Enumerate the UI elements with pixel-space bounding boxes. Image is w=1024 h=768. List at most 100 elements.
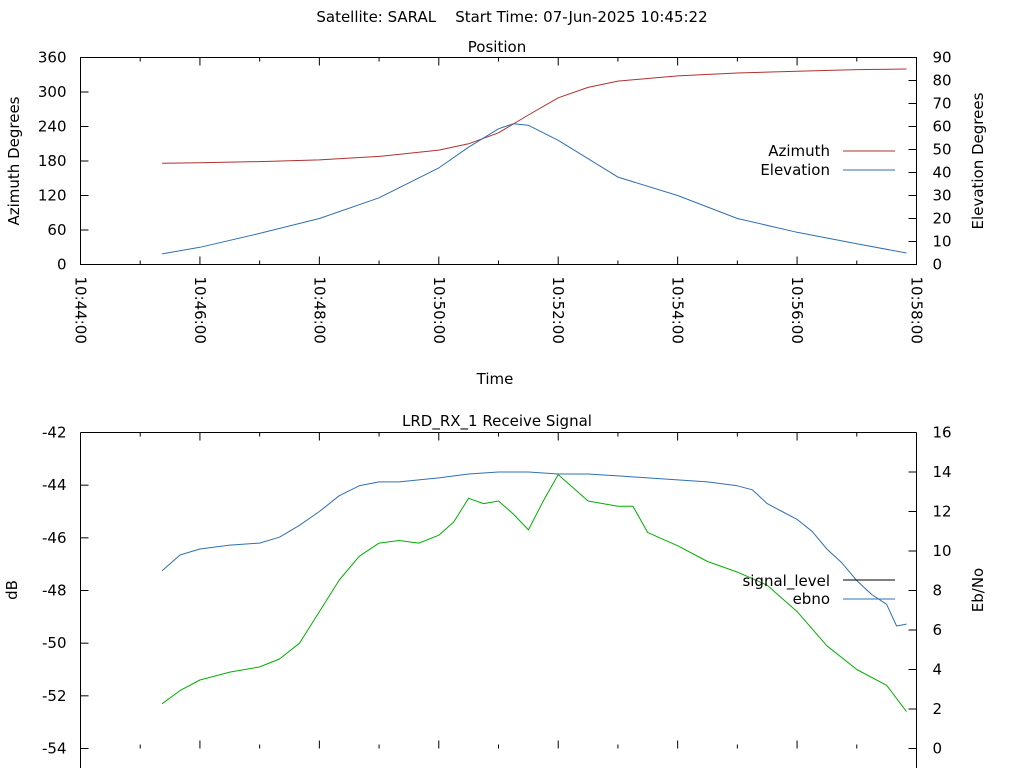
start-time-label: Start Time: 07-Jun-2025 10:45:22 bbox=[455, 8, 708, 26]
data-point-azimuth bbox=[258, 160, 260, 162]
y-tick-label: 60 bbox=[47, 221, 66, 239]
data-point-signal-level bbox=[438, 534, 440, 536]
data-point-ebno bbox=[497, 471, 499, 473]
y-tick-label: 300 bbox=[38, 83, 67, 101]
data-point-signal-level bbox=[453, 521, 455, 523]
x-tick-label: 10:44:00 bbox=[72, 277, 90, 344]
data-point-signal-level bbox=[632, 505, 634, 507]
data-point-ebno bbox=[736, 485, 738, 487]
data-point-ebno bbox=[706, 481, 708, 483]
y2-tick-label: 0 bbox=[933, 740, 943, 758]
x-tick-label: 10:52:00 bbox=[549, 277, 567, 344]
data-point-signal-level bbox=[587, 500, 589, 502]
data-point-signal-level bbox=[512, 513, 514, 515]
data-point-elevation bbox=[587, 158, 589, 160]
data-point-azimuth bbox=[527, 114, 529, 116]
data-point-signal-level bbox=[179, 689, 181, 691]
y2-tick-label: 80 bbox=[933, 72, 952, 90]
data-point-azimuth bbox=[318, 159, 320, 161]
y2-tick-label: 60 bbox=[933, 118, 952, 136]
data-point-ebno bbox=[751, 489, 753, 491]
data-point-azimuth bbox=[587, 86, 589, 88]
data-point-ebno bbox=[885, 603, 887, 605]
series-line-elevation bbox=[162, 123, 907, 255]
y-tick-label: -44 bbox=[42, 476, 67, 494]
data-point-signal-level bbox=[856, 668, 858, 670]
data-point-ebno bbox=[905, 623, 907, 625]
data-point-ebno bbox=[179, 554, 181, 556]
data-point-ebno bbox=[826, 548, 828, 550]
y-tick-label: -52 bbox=[42, 687, 67, 705]
data-point-azimuth bbox=[467, 143, 469, 145]
data-point-signal-level bbox=[826, 645, 828, 647]
data-point-ebno bbox=[467, 473, 469, 475]
y2-tick-label: 30 bbox=[933, 187, 952, 205]
y-tick-label: -48 bbox=[42, 582, 67, 600]
y2-tick-label: 0 bbox=[933, 256, 943, 274]
data-point-ebno bbox=[617, 475, 619, 477]
receive-chart-title: LRD_RX_1 Receive Signal bbox=[402, 412, 592, 431]
data-point-signal-level bbox=[378, 542, 380, 544]
receive-y2-label: Eb/No bbox=[969, 568, 987, 612]
data-point-azimuth bbox=[905, 68, 907, 70]
data-point-azimuth bbox=[438, 149, 440, 151]
y2-tick-label: 12 bbox=[933, 503, 952, 521]
data-point-ebno bbox=[229, 544, 231, 546]
y2-tick-label: 10 bbox=[933, 542, 952, 560]
data-point-ebno bbox=[676, 479, 678, 481]
data-point-signal-level bbox=[542, 500, 544, 502]
data-point-signal-level bbox=[161, 703, 163, 705]
data-point-azimuth bbox=[557, 97, 559, 99]
data-point-azimuth bbox=[378, 155, 380, 157]
y2-tick-label: 6 bbox=[933, 621, 943, 639]
data-point-signal-level bbox=[796, 610, 798, 612]
data-point-ebno bbox=[557, 473, 559, 475]
position-chart-title: Position bbox=[468, 38, 526, 56]
data-point-ebno bbox=[587, 473, 589, 475]
data-point-elevation bbox=[497, 128, 499, 130]
x-tick-label: 10:48:00 bbox=[310, 277, 328, 344]
data-point-ebno bbox=[811, 530, 813, 532]
data-point-elevation bbox=[258, 232, 260, 234]
position-chart: Position Azimuth Degrees Elevation Degre… bbox=[5, 38, 987, 388]
data-point-elevation bbox=[676, 194, 678, 196]
data-point-signal-level bbox=[617, 505, 619, 507]
position-y-label: Azimuth Degrees bbox=[5, 96, 23, 225]
data-point-azimuth bbox=[497, 132, 499, 134]
position-y2-label: Elevation Degrees bbox=[969, 92, 987, 229]
y2-tick-label: 50 bbox=[933, 141, 952, 159]
receive-y-label: dB bbox=[3, 580, 21, 600]
data-point-ebno bbox=[378, 481, 380, 483]
data-point-elevation bbox=[796, 231, 798, 233]
data-point-ebno bbox=[527, 471, 529, 473]
legend-signal-level-label: signal_level bbox=[742, 572, 830, 591]
data-point-ebno bbox=[278, 536, 280, 538]
data-point-signal-level bbox=[497, 500, 499, 502]
y2-tick-label: 90 bbox=[933, 49, 952, 67]
data-point-ebno bbox=[338, 495, 340, 497]
data-point-elevation bbox=[161, 253, 163, 255]
legend-ebno-label: ebno bbox=[793, 590, 830, 608]
data-point-signal-level bbox=[527, 529, 529, 531]
legend-elevation-label: Elevation bbox=[760, 161, 830, 179]
data-point-azimuth bbox=[161, 162, 163, 164]
data-point-ebno bbox=[258, 542, 260, 544]
y-tick-label: 120 bbox=[38, 187, 67, 205]
satellite-label: Satellite: SARAL bbox=[316, 8, 437, 26]
y-tick-label: -50 bbox=[42, 634, 67, 652]
legend-azimuth-label: Azimuth bbox=[768, 142, 830, 160]
data-point-elevation bbox=[512, 123, 514, 125]
y-tick-label: 360 bbox=[38, 49, 67, 67]
data-point-elevation bbox=[856, 243, 858, 245]
y-tick-label: 0 bbox=[57, 256, 67, 274]
data-point-elevation bbox=[438, 167, 440, 169]
data-point-ebno bbox=[781, 510, 783, 512]
data-point-signal-level bbox=[298, 642, 300, 644]
data-point-elevation bbox=[905, 252, 907, 254]
y2-tick-label: 14 bbox=[933, 463, 952, 481]
y2-tick-label: 2 bbox=[933, 700, 943, 718]
data-point-signal-level bbox=[199, 679, 201, 681]
data-point-ebno bbox=[796, 518, 798, 520]
data-point-signal-level bbox=[398, 539, 400, 541]
